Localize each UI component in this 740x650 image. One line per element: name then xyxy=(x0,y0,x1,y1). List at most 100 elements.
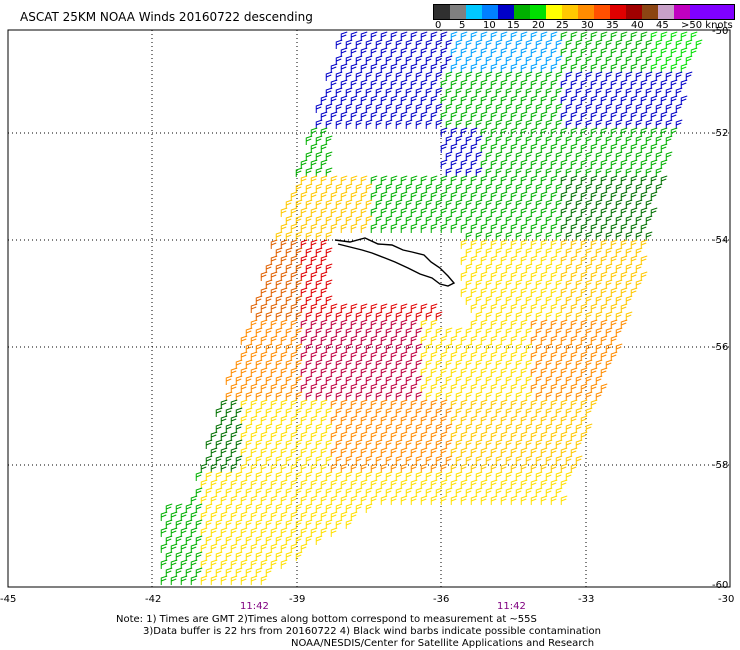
wind-barb xyxy=(305,183,313,193)
wind-barb xyxy=(230,559,238,569)
wind-barb xyxy=(315,279,323,289)
wind-barb xyxy=(655,55,663,65)
wind-barb xyxy=(260,527,268,537)
wind-barb xyxy=(645,231,653,241)
wind-barb xyxy=(530,127,538,137)
wind-barb xyxy=(550,79,558,89)
wind-barb xyxy=(405,391,413,401)
wind-barb xyxy=(345,391,353,401)
wind-barb xyxy=(540,447,548,457)
wind-barb xyxy=(555,391,563,401)
wind-barb xyxy=(325,87,333,97)
wind-barb xyxy=(640,271,648,281)
wind-barb xyxy=(480,287,488,297)
wind-barb xyxy=(475,263,483,273)
legend-label-45: 45 xyxy=(656,20,669,31)
wind-barb xyxy=(515,55,523,65)
wind-barb xyxy=(540,367,548,377)
wind-barb xyxy=(625,135,633,145)
wind-barb xyxy=(590,367,598,377)
wind-barb xyxy=(410,367,418,377)
wind-barb xyxy=(625,103,633,113)
wind-barb xyxy=(645,87,653,97)
wind-barb xyxy=(315,311,323,321)
wind-barb xyxy=(515,183,523,193)
wind-barb xyxy=(260,271,268,281)
wind-barb xyxy=(615,103,623,113)
wind-barb xyxy=(445,135,453,145)
wind-barb xyxy=(555,295,563,305)
wind-barb xyxy=(305,247,313,257)
wind-barb xyxy=(330,367,338,377)
wind-barb xyxy=(235,359,243,369)
wind-barb xyxy=(635,279,643,289)
wind-barb xyxy=(650,175,658,185)
wind-barb xyxy=(385,423,393,433)
wind-barb xyxy=(280,255,288,265)
wind-barb xyxy=(160,559,168,569)
wind-barb xyxy=(250,511,258,521)
wind-barb xyxy=(395,407,403,417)
wind-barb xyxy=(365,391,373,401)
wind-barb xyxy=(430,335,438,345)
wind-barb xyxy=(610,79,618,89)
wind-barb xyxy=(310,127,318,137)
wind-barb xyxy=(285,247,293,257)
wind-barb xyxy=(365,215,373,225)
wind-barb xyxy=(515,391,523,401)
wind-barb xyxy=(295,487,303,497)
wind-barb xyxy=(625,215,633,225)
wind-barb xyxy=(640,223,648,233)
wind-barb xyxy=(580,175,588,185)
wind-barb xyxy=(475,215,483,225)
wind-barb xyxy=(475,151,483,161)
wind-barb xyxy=(330,335,338,345)
wind-barb xyxy=(355,407,363,417)
wind-barb xyxy=(445,471,453,481)
wind-barb xyxy=(640,175,648,185)
wind-barb xyxy=(615,183,623,193)
wind-barb xyxy=(470,191,478,201)
legend-swatch-15 xyxy=(674,5,690,19)
wind-barb xyxy=(495,327,503,337)
wind-barb xyxy=(285,279,293,289)
wind-barb xyxy=(585,263,593,273)
wind-barb xyxy=(425,375,433,385)
wind-barb xyxy=(255,295,263,305)
wind-barb xyxy=(390,463,398,473)
wind-barb xyxy=(590,399,598,409)
wind-barb xyxy=(600,383,608,393)
wind-barb xyxy=(315,455,323,465)
wind-barb xyxy=(585,295,593,305)
wind-barb xyxy=(510,63,518,73)
wind-barb xyxy=(280,447,288,457)
wind-barb xyxy=(640,239,648,249)
wind-barb xyxy=(405,199,413,209)
wind-barb xyxy=(455,39,463,49)
wind-barb xyxy=(440,159,448,169)
wind-barb xyxy=(400,223,408,233)
wind-barb xyxy=(590,303,598,313)
wind-barb xyxy=(635,215,643,225)
wind-barb xyxy=(480,47,488,57)
wind-barb xyxy=(290,351,298,361)
wind-barb xyxy=(350,47,358,57)
wind-barb xyxy=(370,31,378,41)
wind-barb xyxy=(605,231,613,241)
wind-barb xyxy=(315,119,323,129)
wind-barb xyxy=(435,359,443,369)
wind-barb xyxy=(160,527,168,537)
wind-barb xyxy=(305,471,313,481)
wind-barb xyxy=(380,319,388,329)
wind-barb xyxy=(455,487,463,497)
wind-barb xyxy=(480,383,488,393)
wind-barb xyxy=(460,367,468,377)
wind-barb xyxy=(295,535,303,545)
wind-barb xyxy=(445,455,453,465)
wind-barb xyxy=(605,311,613,321)
wind-barb xyxy=(565,151,573,161)
wind-barb xyxy=(660,95,668,105)
wind-barb xyxy=(480,319,488,329)
wind-barb xyxy=(585,279,593,289)
wind-barb xyxy=(290,527,298,537)
